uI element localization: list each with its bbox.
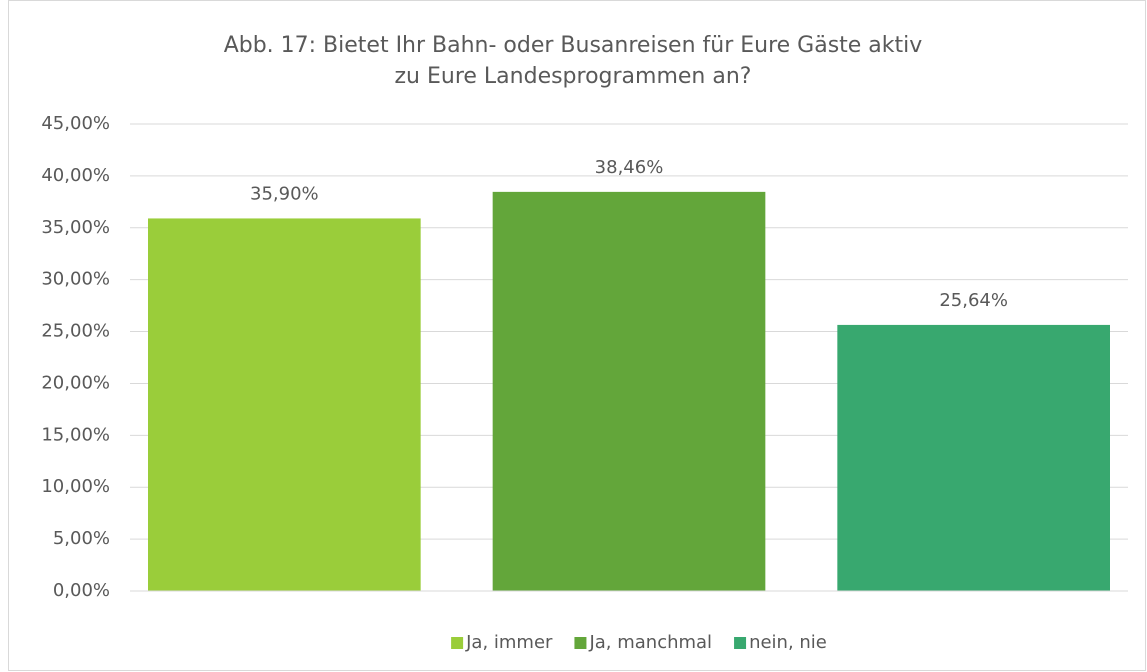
y-tick-label: 40,00%	[41, 165, 110, 186]
y-tick-label: 35,00%	[41, 217, 110, 238]
y-tick-label: 30,00%	[41, 269, 110, 290]
legend-label: Ja, manchmal	[588, 632, 712, 653]
y-tick-label: 0,00%	[53, 580, 110, 601]
data-label: 25,64%	[939, 290, 1008, 311]
bar	[148, 218, 421, 591]
bar	[492, 191, 766, 591]
legend-label: Ja, immer	[465, 632, 553, 653]
y-tick-label: 45,00%	[41, 113, 110, 134]
y-tick-label: 20,00%	[41, 372, 110, 393]
legend-swatch	[451, 637, 464, 649]
bar	[837, 324, 1110, 591]
y-tick-label: 15,00%	[41, 424, 110, 445]
y-tick-label: 5,00%	[53, 528, 110, 549]
legend-label: nein, nie	[749, 632, 827, 653]
y-tick-label: 10,00%	[41, 476, 110, 497]
legend-swatch	[574, 637, 587, 649]
data-label: 35,90%	[250, 183, 319, 204]
data-label: 38,46%	[595, 157, 664, 178]
legend-swatch	[734, 637, 747, 649]
legend: Ja, immer Ja, manchmal nein, nie	[451, 632, 827, 653]
chart-title: Abb. 17: Bietet Ihr Bahn- oder Busanreis…	[223, 33, 923, 89]
y-tick-label: 25,00%	[41, 321, 110, 342]
